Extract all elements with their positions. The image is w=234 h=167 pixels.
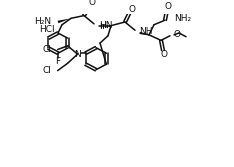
Text: NH₂: NH₂ — [174, 14, 191, 23]
Text: F: F — [55, 57, 61, 66]
Text: NH: NH — [139, 27, 153, 36]
Text: HN: HN — [99, 21, 113, 30]
Polygon shape — [140, 32, 149, 35]
Text: O: O — [173, 30, 180, 39]
Text: H₂N: H₂N — [34, 18, 51, 27]
Text: O: O — [88, 0, 95, 7]
Text: Cl: Cl — [43, 66, 52, 75]
Polygon shape — [58, 18, 71, 23]
Text: O: O — [165, 2, 172, 11]
Text: O: O — [128, 5, 135, 14]
Text: N: N — [74, 50, 81, 59]
Text: Cl: Cl — [43, 45, 52, 54]
Text: O: O — [161, 50, 168, 59]
Text: HCl: HCl — [39, 25, 55, 34]
